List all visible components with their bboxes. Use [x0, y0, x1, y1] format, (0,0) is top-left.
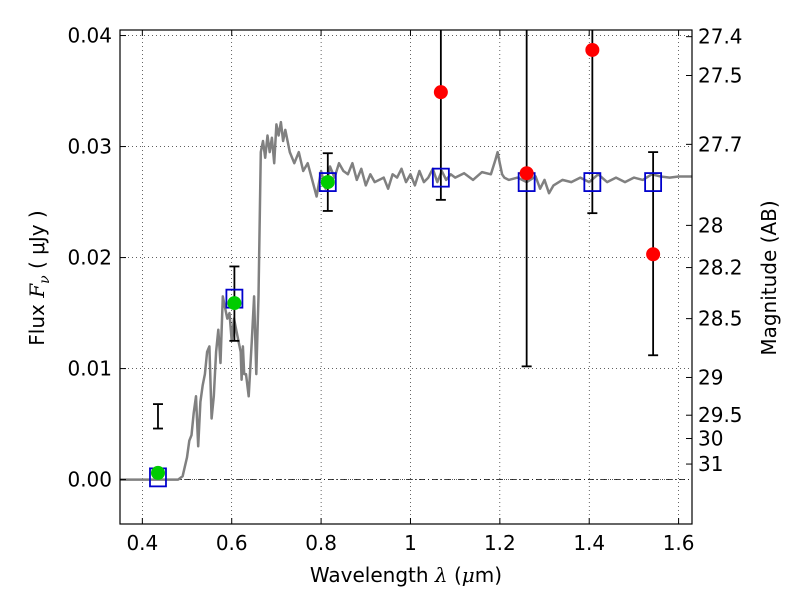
y2-tick-label: 27.7	[698, 132, 743, 156]
y-tick-label: 0.00	[67, 468, 112, 492]
y2-tick-label: 30	[698, 427, 723, 451]
y-axis-label: Flux Fν ( μJy )	[25, 210, 53, 345]
model-square	[583, 172, 602, 192]
y-tick-label: 0.04	[67, 24, 112, 48]
x-tick-label: 0.6	[216, 531, 248, 555]
x-tick-label: 1	[404, 531, 417, 555]
model-square	[318, 172, 337, 192]
y-tick-label: 0.01	[67, 357, 112, 381]
x-tick-label: 1.2	[484, 531, 516, 555]
y2-tick-label: 28	[698, 213, 723, 237]
template-line	[120, 120, 692, 481]
grid-lines	[120, 30, 692, 524]
model-square	[644, 172, 663, 192]
axes-frame	[119, 29, 693, 525]
non-detection-points	[433, 42, 661, 262]
non-detection-point	[519, 166, 534, 181]
y2-tick-label: 28.5	[698, 307, 743, 331]
y-tick-label: 0.03	[67, 135, 112, 159]
y2-tick-label: 29.5	[698, 403, 743, 427]
non-detection-point	[433, 85, 448, 100]
detection-point	[320, 175, 335, 190]
x-tick-label: 0.8	[305, 531, 337, 555]
y2-tick-label: 27.4	[698, 25, 743, 49]
detection-point	[150, 465, 165, 480]
x-tick-label: 1.4	[573, 531, 605, 555]
plot-frame	[119, 29, 693, 525]
error-bars	[152, 30, 659, 430]
y2-tick-label: 29	[698, 365, 723, 389]
detection-point	[227, 296, 242, 311]
y2-tick-label: 28.2	[698, 256, 743, 280]
y2-tick-label: 27.5	[698, 64, 743, 88]
non-detection-point	[646, 247, 661, 262]
y2-tick-label: 31	[698, 452, 723, 476]
template-spectrum	[120, 120, 692, 481]
y-tick-label: 0.02	[67, 246, 112, 270]
model-square	[431, 167, 450, 188]
y2-axis-label: Magnitude (AB)	[757, 200, 781, 355]
model-points	[149, 167, 663, 488]
detection-points	[150, 175, 335, 480]
x-tick-label: 1.6	[663, 531, 695, 555]
non-detection-point	[585, 42, 600, 57]
x-tick-label: 0.4	[126, 531, 158, 555]
x-axis-label: Wavelength λ (μm)	[310, 563, 502, 587]
tick-labels: 0.4 0.6 0.8 1 1.2 1.4 1.6 0.00 0.01 0.02 0.03 0.04 2…	[67, 24, 742, 555]
